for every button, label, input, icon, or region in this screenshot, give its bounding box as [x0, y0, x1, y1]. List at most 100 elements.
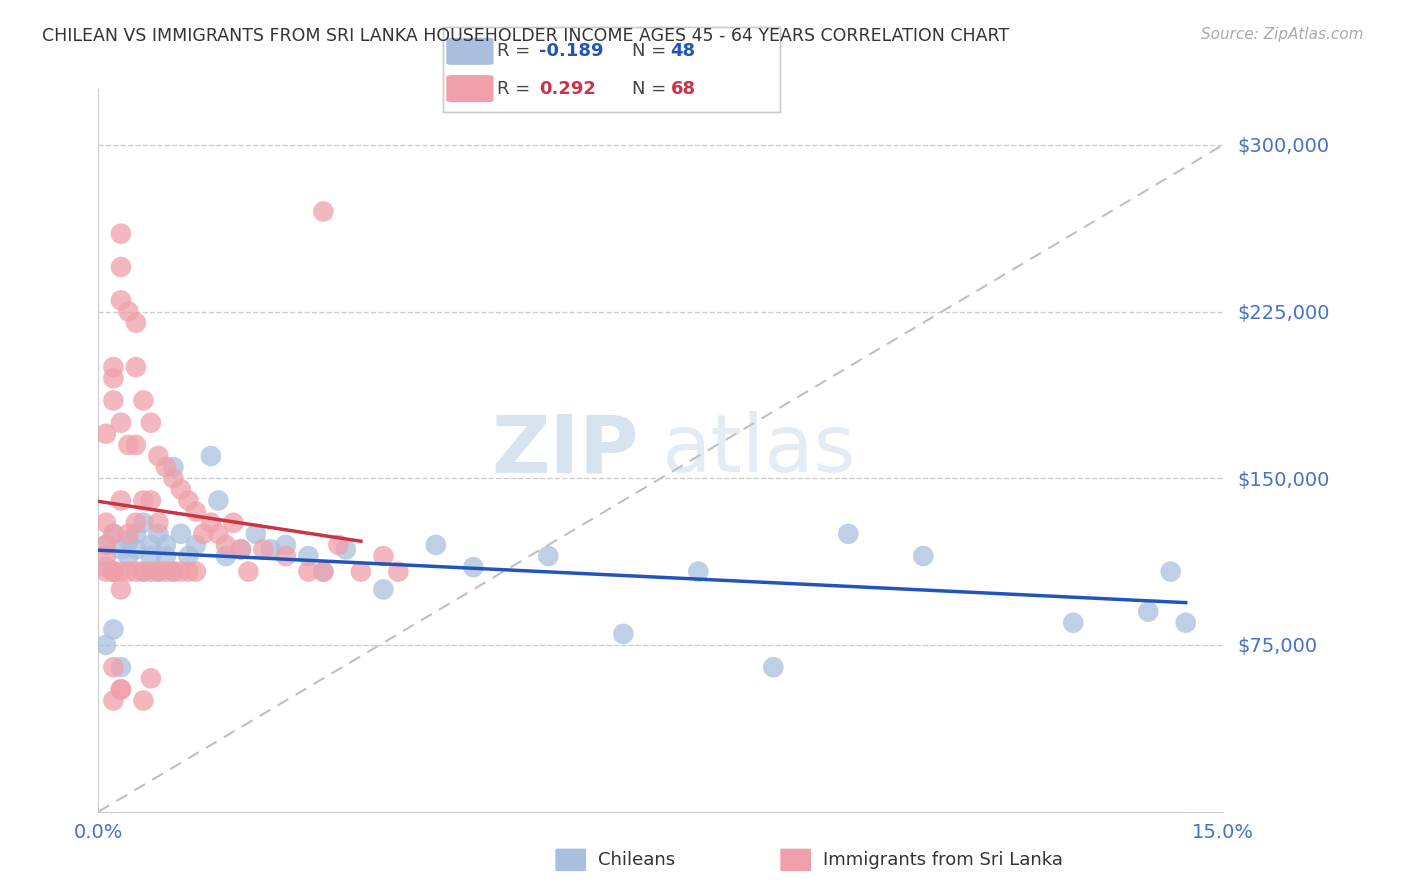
Point [103, 623, 125, 637]
Point [177, 549, 200, 563]
Point [155, 538, 177, 552]
Text: Immigrants from Sri Lanka: Immigrants from Sri Lanka [823, 851, 1063, 869]
Point [373, 549, 395, 563]
Point [387, 565, 409, 579]
Point [1062, 615, 1084, 630]
Point [139, 565, 162, 579]
FancyBboxPatch shape [555, 848, 586, 871]
Point [110, 416, 132, 430]
Point [103, 371, 125, 385]
Point [312, 204, 335, 219]
Point [94, 538, 117, 552]
Point [103, 565, 125, 579]
Point [132, 493, 155, 508]
Point [125, 438, 148, 452]
Point [328, 538, 350, 552]
Point [94, 538, 117, 552]
Point [184, 538, 207, 552]
Point [193, 526, 215, 541]
Point [1137, 605, 1160, 619]
Point [184, 505, 207, 519]
Point [912, 549, 935, 563]
Point [170, 526, 193, 541]
Point [177, 565, 200, 579]
Point [110, 682, 132, 697]
Point [139, 416, 162, 430]
Point [200, 516, 222, 530]
Point [94, 426, 117, 441]
Point [537, 549, 560, 563]
Point [94, 549, 117, 563]
Point [245, 526, 267, 541]
Point [373, 582, 395, 597]
Point [688, 565, 710, 579]
Point [162, 565, 184, 579]
Point [125, 526, 148, 541]
Point [350, 565, 373, 579]
Point [170, 483, 193, 497]
Point [132, 565, 155, 579]
Point [297, 549, 319, 563]
Point [139, 671, 162, 685]
Point [222, 516, 245, 530]
Point [117, 533, 139, 548]
Point [312, 565, 335, 579]
Point [170, 565, 193, 579]
Point [94, 638, 117, 652]
Point [125, 542, 148, 557]
Point [103, 565, 125, 579]
Point [132, 565, 155, 579]
Text: atlas: atlas [661, 411, 855, 490]
Point [110, 542, 132, 557]
Point [837, 526, 859, 541]
Text: 0.292: 0.292 [538, 79, 596, 97]
Text: N =: N = [631, 42, 672, 61]
Point [1174, 615, 1197, 630]
Text: N =: N = [631, 79, 672, 97]
Point [110, 227, 132, 241]
Point [103, 360, 125, 375]
Point [139, 538, 162, 552]
Text: Chileans: Chileans [598, 851, 675, 869]
FancyBboxPatch shape [446, 75, 494, 103]
Point [132, 516, 155, 530]
Point [110, 493, 132, 508]
Point [132, 393, 155, 408]
Point [155, 460, 177, 475]
FancyBboxPatch shape [780, 848, 811, 871]
FancyBboxPatch shape [446, 37, 494, 65]
Point [117, 304, 139, 318]
Point [132, 693, 155, 707]
Text: CHILEAN VS IMMIGRANTS FROM SRI LANKA HOUSEHOLDER INCOME AGES 45 - 64 YEARS CORRE: CHILEAN VS IMMIGRANTS FROM SRI LANKA HOU… [42, 27, 1010, 45]
Point [103, 693, 125, 707]
Text: ZIP: ZIP [491, 411, 638, 490]
Text: R =: R = [496, 79, 536, 97]
Point [110, 293, 132, 308]
Point [103, 526, 125, 541]
Point [103, 660, 125, 674]
Point [297, 565, 319, 579]
Point [215, 549, 238, 563]
Point [148, 526, 170, 541]
Point [238, 565, 260, 579]
Point [117, 565, 139, 579]
Point [207, 493, 229, 508]
Point [110, 565, 132, 579]
Point [207, 526, 229, 541]
Point [103, 393, 125, 408]
Point [139, 549, 162, 563]
Point [125, 516, 148, 530]
Point [110, 682, 132, 697]
Text: Source: ZipAtlas.com: Source: ZipAtlas.com [1201, 27, 1364, 42]
Point [229, 542, 252, 557]
Point [762, 660, 785, 674]
Point [110, 660, 132, 674]
Point [110, 582, 132, 597]
Point [612, 627, 634, 641]
Point [184, 565, 207, 579]
Point [94, 516, 117, 530]
Text: 68: 68 [671, 79, 696, 97]
Point [155, 565, 177, 579]
Point [229, 542, 252, 557]
Point [117, 526, 139, 541]
